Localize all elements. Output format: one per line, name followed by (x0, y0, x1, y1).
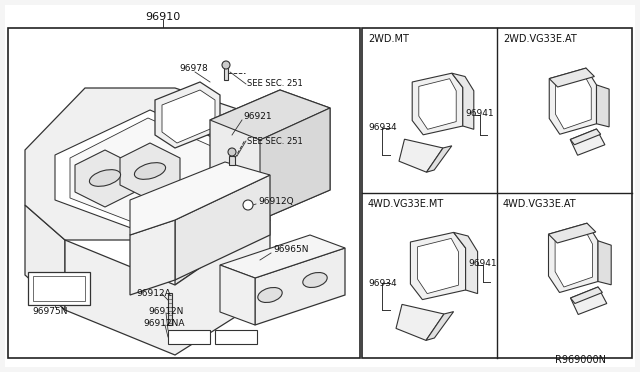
Circle shape (243, 200, 253, 210)
Text: 96910: 96910 (145, 12, 180, 22)
Ellipse shape (303, 273, 327, 288)
Polygon shape (33, 276, 85, 301)
Polygon shape (130, 220, 175, 295)
Polygon shape (570, 287, 607, 314)
Polygon shape (210, 90, 330, 220)
Polygon shape (65, 220, 270, 355)
Polygon shape (570, 129, 605, 155)
Bar (8, 28, 360, 358)
Text: SEE SEC. 251: SEE SEC. 251 (247, 137, 303, 146)
Polygon shape (549, 68, 596, 134)
Polygon shape (175, 175, 270, 280)
Text: 96921: 96921 (243, 112, 271, 121)
Polygon shape (426, 146, 452, 172)
Polygon shape (220, 265, 255, 325)
Polygon shape (570, 287, 602, 304)
Polygon shape (210, 90, 330, 140)
Polygon shape (418, 238, 458, 294)
Text: 4WD.VG33E.MT: 4WD.VG33E.MT (368, 199, 444, 209)
Ellipse shape (134, 163, 166, 179)
Polygon shape (454, 232, 477, 294)
Circle shape (228, 148, 236, 156)
Polygon shape (25, 205, 65, 310)
Polygon shape (410, 232, 466, 299)
Polygon shape (452, 73, 474, 129)
Polygon shape (220, 235, 345, 278)
Polygon shape (598, 241, 611, 285)
Text: 2WD.MT: 2WD.MT (368, 34, 409, 44)
Polygon shape (255, 248, 345, 325)
Polygon shape (175, 120, 270, 285)
Text: 96912Q: 96912Q (258, 197, 294, 206)
Polygon shape (596, 85, 609, 127)
Polygon shape (570, 129, 601, 145)
Polygon shape (260, 108, 330, 220)
Polygon shape (215, 330, 257, 344)
Polygon shape (55, 110, 230, 235)
Text: 96934: 96934 (368, 279, 397, 288)
Text: 96975N: 96975N (32, 307, 67, 316)
Polygon shape (70, 118, 220, 228)
Polygon shape (549, 68, 595, 87)
Text: 96912A: 96912A (136, 289, 171, 298)
Text: 96934: 96934 (368, 124, 397, 132)
Polygon shape (168, 293, 172, 325)
Polygon shape (28, 272, 90, 305)
Polygon shape (130, 162, 270, 235)
Polygon shape (396, 304, 444, 340)
Bar (362, 28, 632, 358)
Polygon shape (556, 74, 591, 129)
Text: 2WD.VG33E.AT: 2WD.VG33E.AT (503, 34, 577, 44)
Ellipse shape (90, 170, 120, 186)
Text: SEE SEC. 251: SEE SEC. 251 (247, 79, 303, 88)
Text: 96978: 96978 (179, 64, 208, 73)
Polygon shape (555, 230, 593, 287)
Polygon shape (412, 73, 463, 135)
Text: 96912NA: 96912NA (143, 319, 184, 328)
Polygon shape (168, 330, 210, 344)
Polygon shape (120, 143, 180, 200)
Text: 96941: 96941 (465, 109, 493, 118)
Polygon shape (399, 139, 443, 172)
Polygon shape (75, 150, 135, 207)
Polygon shape (548, 223, 596, 243)
Text: R969000N: R969000N (555, 355, 606, 365)
Polygon shape (426, 312, 454, 340)
Polygon shape (548, 223, 598, 292)
Polygon shape (25, 88, 270, 240)
Polygon shape (229, 156, 235, 165)
Text: 96941: 96941 (468, 259, 497, 267)
Polygon shape (155, 82, 220, 148)
Polygon shape (162, 90, 215, 143)
Ellipse shape (258, 288, 282, 302)
Circle shape (222, 61, 230, 69)
Text: 4WD.VG33E.AT: 4WD.VG33E.AT (503, 199, 577, 209)
Polygon shape (419, 79, 456, 129)
Polygon shape (224, 67, 228, 80)
Text: 96912N: 96912N (148, 307, 184, 316)
Text: 96965N: 96965N (273, 245, 308, 254)
